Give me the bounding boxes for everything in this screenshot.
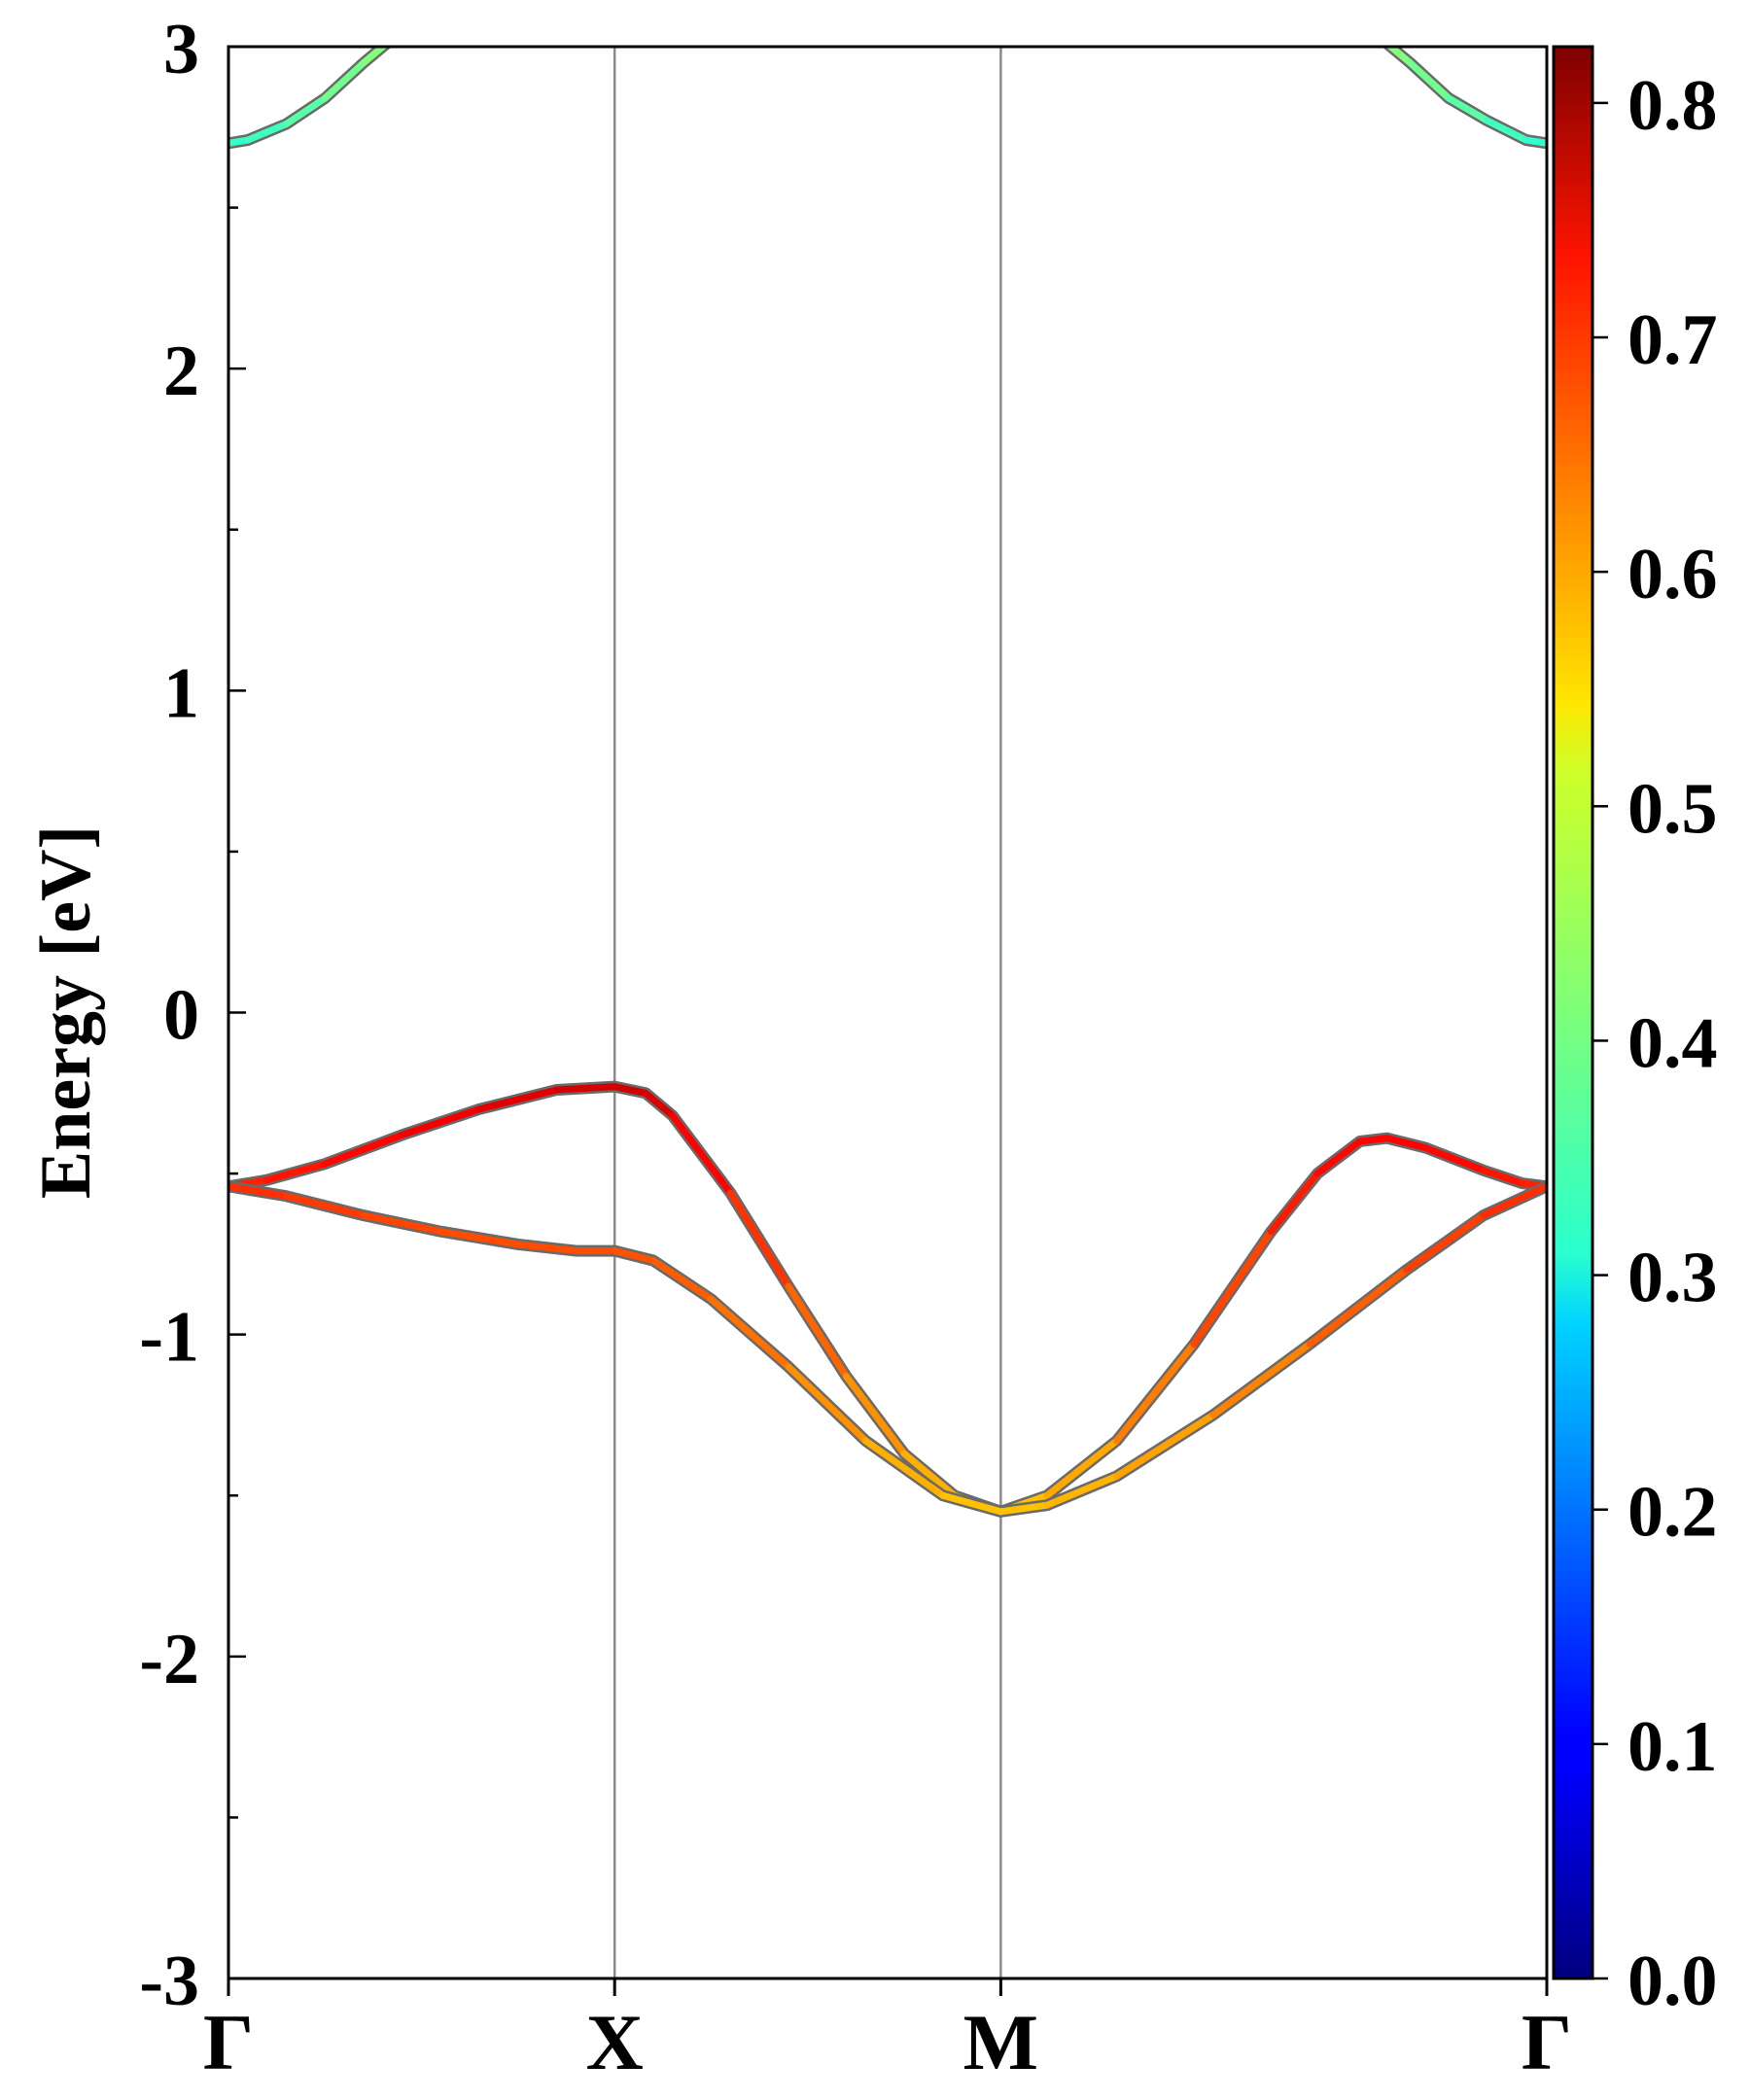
band-segment <box>900 1450 959 1499</box>
band-segment <box>726 1189 792 1290</box>
band-segment <box>1306 1266 1410 1348</box>
x-tick-label: M <box>963 1998 1038 2086</box>
band-2 <box>228 1083 1547 1516</box>
plot-frame <box>227 45 1549 1980</box>
band-segment <box>1190 1228 1275 1348</box>
band-segment <box>1385 47 1414 67</box>
colorbar-tick-label: 0.3 <box>1628 1239 1718 1318</box>
colorbar-tick-label: 0.2 <box>1628 1473 1718 1553</box>
band-segment <box>1113 1411 1217 1480</box>
y-tick-label: 3 <box>163 10 199 89</box>
band-segment <box>321 59 368 102</box>
colorbar-tick-label: 0.4 <box>1628 1003 1718 1083</box>
band-segment <box>1267 1170 1321 1236</box>
band-segment <box>1043 1437 1121 1499</box>
band-segment <box>1480 1182 1547 1219</box>
x-tick-label: Γ <box>1522 1998 1572 2086</box>
band-segment <box>244 120 291 144</box>
x-tick-label: Γ <box>203 1998 254 2086</box>
band-segment <box>1406 59 1452 102</box>
colorbar-tick-label: 0.6 <box>1628 535 1718 614</box>
band-segment <box>1356 1135 1391 1145</box>
band-segment <box>785 1363 869 1445</box>
high-symmetry-lines <box>612 47 1002 1978</box>
y-axis-ticks: -3 -2 -1 0 1 2 3 <box>139 10 246 2021</box>
y-tick-label: 1 <box>163 653 199 733</box>
band-segment <box>843 1373 908 1457</box>
y-tick-label: -3 <box>139 1942 199 2021</box>
band-segment <box>475 1086 561 1113</box>
band-segment <box>360 47 389 67</box>
band-segment <box>1383 1135 1429 1152</box>
band-segment <box>997 1501 1051 1516</box>
band-outline-3 <box>228 1180 1547 1518</box>
colorbar-ticks: 0.0 0.1 0.2 0.3 0.4 0.5 0.6 0.7 0.8 <box>1592 66 1718 2021</box>
band-segment <box>669 1111 734 1197</box>
band-1 <box>1385 47 1547 147</box>
x-tick-label: X <box>586 1998 644 2086</box>
band-segment <box>1421 1144 1488 1174</box>
y-axis-label: Energy [eV] <box>26 825 106 1199</box>
band-segment <box>707 1295 792 1371</box>
band-segment <box>861 1437 947 1499</box>
band-segment <box>1113 1341 1198 1445</box>
band-segment <box>1484 117 1530 144</box>
colorbar-tick-label: 0.1 <box>1628 1707 1718 1787</box>
y-tick-label: -1 <box>139 1298 199 1378</box>
colorbar-tick-label: 0.5 <box>1628 769 1718 849</box>
band-segment <box>399 1105 483 1138</box>
band-segment <box>1043 1472 1121 1509</box>
y-tick-label: -2 <box>139 1620 199 1699</box>
y-tick-label: 0 <box>163 976 199 1056</box>
band-segment <box>1313 1138 1364 1177</box>
band-segment <box>1402 1211 1488 1274</box>
band-segment <box>649 1256 715 1303</box>
band-segment <box>360 1211 444 1236</box>
band-segment <box>263 1160 329 1184</box>
colorbar-tick-label: 0.7 <box>1628 300 1718 380</box>
colorbar <box>1552 45 1594 1980</box>
band-outline-0 <box>228 47 393 150</box>
band-segment <box>642 1089 677 1119</box>
colorbar-tick-label: 0.8 <box>1628 66 1718 146</box>
band-outline-1 <box>1382 47 1547 150</box>
band-segment <box>1209 1341 1313 1418</box>
band-segment <box>514 1241 579 1255</box>
band-segment <box>611 1083 649 1097</box>
band-segment <box>785 1282 851 1381</box>
band-segment <box>228 1182 291 1200</box>
band-segment <box>1522 136 1547 147</box>
band-segment <box>553 1083 618 1094</box>
band-curves <box>228 47 1547 1518</box>
band-segment <box>283 94 329 127</box>
band-segment <box>939 1491 1004 1516</box>
colorbar-tick-label: 0.0 <box>1628 1942 1718 2021</box>
band-segment <box>1480 1167 1526 1187</box>
band-segment <box>283 1192 368 1219</box>
band-segment <box>321 1131 406 1168</box>
y-tick-label: 2 <box>163 332 199 411</box>
band-0 <box>228 47 389 147</box>
band-segment <box>437 1228 522 1248</box>
band-segment <box>611 1247 657 1264</box>
band-segment <box>1445 94 1491 124</box>
band-3 <box>228 1182 1547 1516</box>
